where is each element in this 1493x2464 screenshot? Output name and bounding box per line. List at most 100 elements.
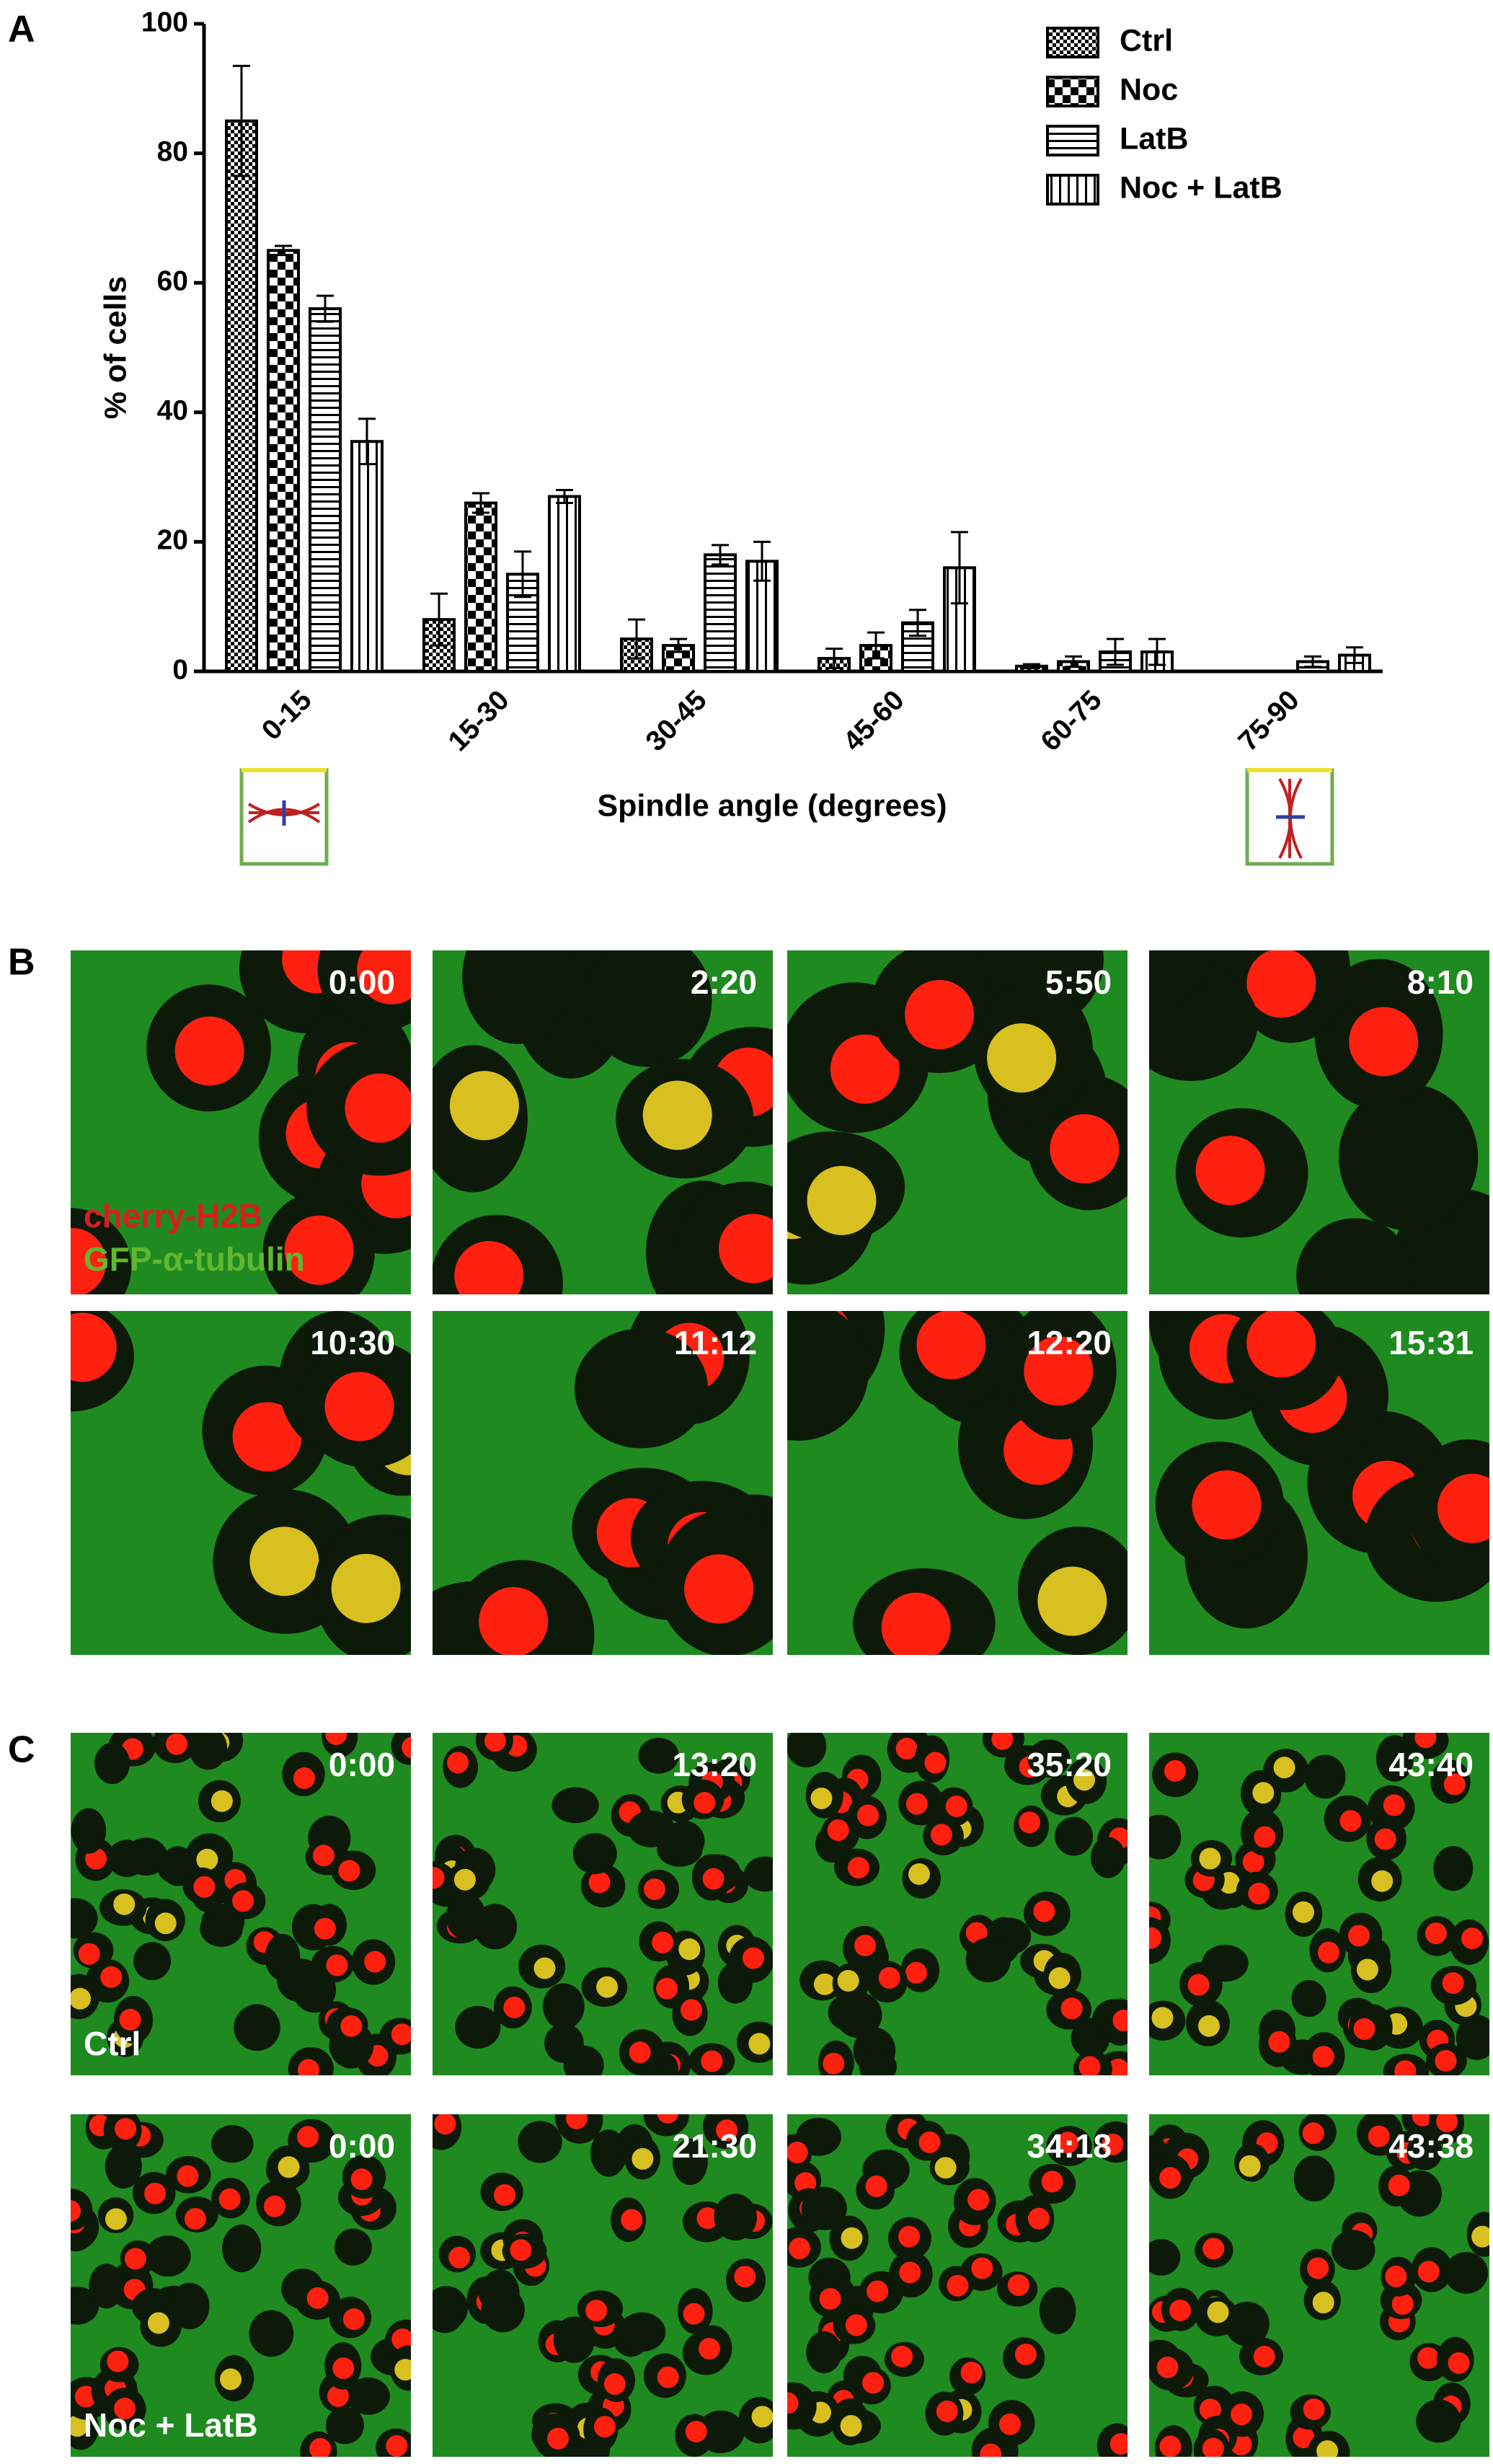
cell bbox=[1091, 1837, 1126, 1878]
nucleus bbox=[701, 2050, 723, 2072]
nucleus bbox=[930, 1824, 952, 1846]
legend-label: LatB bbox=[1120, 121, 1189, 156]
nucleus bbox=[71, 1987, 92, 2010]
nucleus bbox=[1199, 2398, 1221, 2421]
nucleus bbox=[325, 1733, 347, 1746]
nucleus bbox=[1273, 1757, 1295, 1779]
nucleus bbox=[565, 2114, 588, 2129]
nucleus bbox=[297, 2059, 319, 2075]
nucleus bbox=[585, 2300, 608, 2322]
cell bbox=[1149, 2239, 1181, 2276]
nucleus bbox=[1353, 2018, 1375, 2040]
nucleus bbox=[184, 2207, 206, 2230]
nucleus bbox=[678, 1938, 701, 1961]
nucleus bbox=[71, 2415, 89, 2437]
nucleus bbox=[1073, 1769, 1096, 1791]
x-tick-label: 75-90 bbox=[1233, 684, 1306, 757]
nucleus bbox=[71, 1227, 107, 1294]
error-bar bbox=[514, 550, 531, 599]
timestamp: 2:20 bbox=[691, 963, 757, 1001]
cell bbox=[1027, 1739, 1071, 1778]
nucleus bbox=[324, 1372, 394, 1441]
nucleus bbox=[945, 1795, 967, 1817]
nucleus bbox=[1024, 1336, 1094, 1406]
nucleus bbox=[503, 1996, 526, 2018]
legend-label: Ctrl bbox=[1120, 23, 1173, 58]
nucleus bbox=[1388, 2174, 1410, 2196]
cell bbox=[673, 2138, 708, 2186]
error-bar bbox=[1304, 655, 1321, 668]
nucleus bbox=[934, 2157, 957, 2179]
nucleus bbox=[1307, 2257, 1329, 2279]
bar bbox=[309, 307, 342, 673]
cell bbox=[1202, 1944, 1249, 1982]
nucleus bbox=[1037, 1566, 1107, 1636]
nucleus bbox=[1417, 2261, 1440, 2283]
cell bbox=[200, 1910, 243, 1947]
nucleus bbox=[1246, 1311, 1316, 1378]
nucleus bbox=[698, 2338, 720, 2360]
error-bar bbox=[1346, 646, 1363, 664]
cell bbox=[455, 2005, 501, 2049]
nucleus bbox=[100, 1966, 123, 1988]
cell bbox=[145, 2235, 191, 2277]
nucleus bbox=[918, 2131, 941, 2153]
nucleus bbox=[1436, 2114, 1458, 2132]
nucleus bbox=[1339, 1810, 1362, 1832]
nucleus bbox=[1425, 1922, 1447, 1945]
nucleus bbox=[656, 1977, 678, 2000]
nucleus bbox=[908, 1863, 930, 1885]
nucleus bbox=[1349, 1007, 1419, 1077]
nucleus bbox=[865, 2175, 887, 2197]
nucleus bbox=[338, 1860, 360, 1882]
nucleus bbox=[546, 2427, 569, 2450]
micrograph: 43:38 bbox=[1149, 2114, 1489, 2457]
nucleus bbox=[823, 2052, 845, 2075]
nucleus bbox=[1195, 1136, 1265, 1206]
nucleus bbox=[1356, 1959, 1378, 1981]
timestamp: 12:20 bbox=[1027, 1324, 1112, 1361]
bar bbox=[548, 495, 581, 673]
nucleus bbox=[1041, 2171, 1063, 2193]
micrograph: 0:00 Noc + LatB bbox=[71, 2114, 411, 2457]
nucleus bbox=[433, 1867, 445, 1889]
nucleus bbox=[1383, 1794, 1405, 1816]
nucleus bbox=[297, 2126, 319, 2148]
y-axis-label: % of cells bbox=[98, 276, 133, 419]
error-bar bbox=[825, 648, 843, 670]
nucleus bbox=[841, 2227, 863, 2249]
error-bar bbox=[1023, 663, 1040, 670]
nucleus bbox=[787, 2141, 808, 2163]
nucleus bbox=[1198, 2015, 1220, 2037]
cell bbox=[627, 1810, 675, 1847]
nucleus bbox=[980, 2443, 1002, 2457]
nucleus bbox=[1374, 1828, 1396, 1850]
nucleus bbox=[174, 1016, 244, 1086]
cell bbox=[806, 2331, 842, 2374]
nucleus bbox=[1461, 1928, 1484, 1950]
y-tick-label: 40 bbox=[157, 395, 188, 426]
micrograph: 2:20 bbox=[433, 950, 773, 1294]
nucleus bbox=[1207, 2301, 1229, 2323]
nucleus bbox=[1014, 2344, 1037, 2366]
nucleus bbox=[905, 1793, 928, 1815]
nucleus bbox=[220, 2368, 242, 2390]
y-tick-label: 100 bbox=[141, 6, 188, 37]
nucleus bbox=[947, 2274, 969, 2297]
nucleus bbox=[177, 2165, 199, 2187]
nucleus bbox=[1192, 1470, 1262, 1540]
nucleus bbox=[827, 1819, 849, 1841]
legend-swatch bbox=[1046, 76, 1099, 107]
timestamp: 43:38 bbox=[1388, 2127, 1474, 2165]
nucleus bbox=[840, 2415, 862, 2437]
nucleus bbox=[588, 1871, 611, 1894]
nucleus bbox=[218, 2188, 241, 2210]
nucleus bbox=[751, 2406, 773, 2428]
error-bar bbox=[670, 637, 687, 653]
cell bbox=[787, 1311, 869, 1441]
nucleus bbox=[453, 1868, 476, 1891]
nucleus bbox=[1149, 1927, 1162, 1949]
cell bbox=[94, 1742, 130, 1785]
channel-label: cherry-H2B bbox=[84, 1197, 262, 1235]
cell bbox=[859, 2049, 897, 2075]
